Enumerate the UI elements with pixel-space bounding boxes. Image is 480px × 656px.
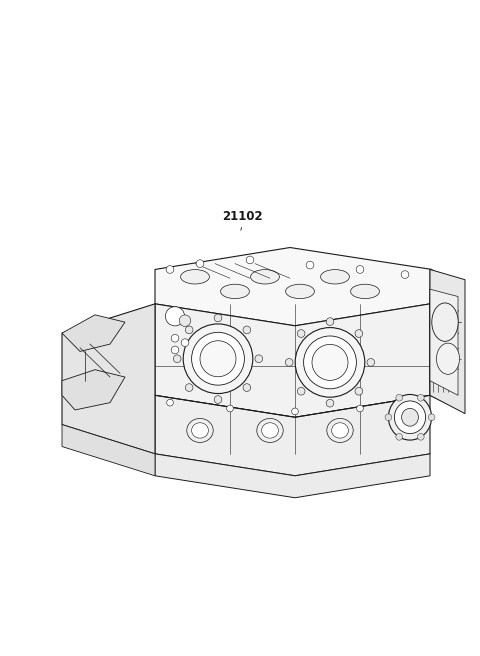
- Ellipse shape: [192, 333, 244, 385]
- Circle shape: [385, 414, 392, 420]
- Circle shape: [306, 261, 314, 269]
- Circle shape: [418, 434, 424, 440]
- Circle shape: [196, 260, 204, 268]
- Polygon shape: [155, 454, 430, 498]
- Circle shape: [297, 388, 305, 395]
- Ellipse shape: [395, 401, 426, 434]
- Polygon shape: [62, 424, 155, 476]
- Ellipse shape: [257, 419, 283, 442]
- Polygon shape: [155, 247, 432, 326]
- Circle shape: [246, 256, 254, 264]
- Circle shape: [255, 355, 263, 363]
- Ellipse shape: [286, 284, 314, 298]
- Ellipse shape: [388, 394, 432, 440]
- Circle shape: [357, 405, 363, 412]
- Ellipse shape: [436, 343, 459, 375]
- Circle shape: [286, 359, 293, 366]
- Circle shape: [412, 400, 419, 406]
- Ellipse shape: [312, 344, 348, 380]
- Ellipse shape: [221, 284, 250, 298]
- Polygon shape: [62, 370, 125, 410]
- Circle shape: [166, 307, 185, 326]
- Polygon shape: [430, 289, 458, 396]
- Circle shape: [355, 388, 363, 395]
- Ellipse shape: [200, 340, 236, 377]
- Ellipse shape: [180, 270, 209, 284]
- Polygon shape: [62, 315, 125, 352]
- Circle shape: [428, 414, 435, 420]
- Circle shape: [167, 400, 173, 406]
- Circle shape: [227, 405, 233, 412]
- Circle shape: [214, 314, 222, 322]
- Ellipse shape: [321, 270, 349, 284]
- Ellipse shape: [251, 270, 279, 284]
- Circle shape: [243, 326, 251, 334]
- Circle shape: [181, 338, 189, 346]
- Circle shape: [355, 330, 363, 337]
- Circle shape: [171, 335, 179, 342]
- Polygon shape: [155, 396, 430, 476]
- Text: 21102: 21102: [222, 211, 263, 223]
- Ellipse shape: [304, 336, 356, 389]
- Ellipse shape: [192, 422, 208, 438]
- Polygon shape: [155, 304, 430, 417]
- Circle shape: [356, 266, 364, 274]
- Ellipse shape: [262, 422, 278, 438]
- Circle shape: [171, 346, 179, 354]
- Ellipse shape: [187, 419, 213, 442]
- Circle shape: [367, 359, 374, 366]
- Circle shape: [292, 408, 299, 415]
- Ellipse shape: [402, 409, 419, 426]
- Ellipse shape: [327, 419, 353, 442]
- Circle shape: [401, 271, 409, 278]
- Circle shape: [243, 384, 251, 392]
- Circle shape: [326, 318, 334, 325]
- Circle shape: [185, 326, 193, 334]
- Circle shape: [326, 400, 334, 407]
- Circle shape: [396, 434, 403, 440]
- Circle shape: [214, 396, 222, 403]
- Ellipse shape: [350, 284, 379, 298]
- Ellipse shape: [183, 324, 253, 394]
- Polygon shape: [430, 270, 460, 410]
- Circle shape: [396, 394, 403, 401]
- Circle shape: [297, 330, 305, 337]
- Circle shape: [185, 384, 193, 392]
- Ellipse shape: [432, 303, 458, 341]
- Circle shape: [166, 266, 174, 274]
- Circle shape: [173, 355, 181, 363]
- Ellipse shape: [295, 327, 365, 397]
- Polygon shape: [430, 270, 465, 414]
- Polygon shape: [62, 304, 155, 454]
- Circle shape: [179, 315, 191, 327]
- Circle shape: [418, 394, 424, 401]
- Ellipse shape: [332, 422, 348, 438]
